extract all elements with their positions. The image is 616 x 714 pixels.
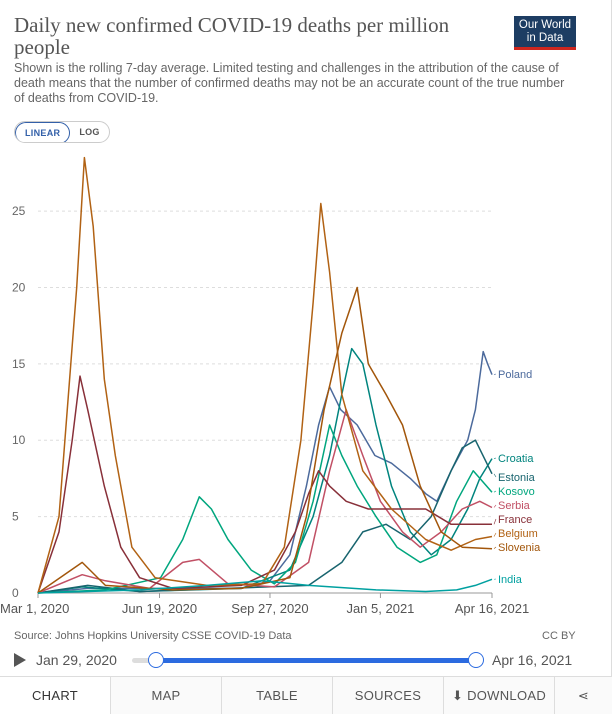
x-tick-label: Apr 16, 2021 — [455, 601, 529, 616]
legend-connector-kosovo — [493, 490, 497, 493]
legend-connector-france — [493, 518, 497, 525]
series-line-india — [37, 578, 493, 594]
linear-scale-button[interactable]: LINEAR — [15, 122, 71, 142]
tab-table[interactable]: TABLE — [221, 677, 332, 714]
license-link[interactable]: CC BY — [542, 630, 576, 642]
y-tick-label: 20 — [12, 280, 26, 294]
x-tick-label: Jan 5, 2021 — [346, 601, 414, 616]
tab-chart[interactable]: CHART — [0, 677, 110, 714]
tab-map[interactable]: MAP — [110, 677, 221, 714]
timeline-start-label: Jan 29, 2020 — [36, 652, 117, 668]
series-line-croatia — [37, 347, 493, 594]
series-line-slovenia — [37, 286, 493, 594]
share-button[interactable]: ⋖ — [554, 677, 612, 714]
legend-connector-serbia — [493, 504, 497, 508]
chart-subtitle: Shown is the rolling 7-day average. Limi… — [14, 61, 565, 105]
legend-connector-slovenia — [493, 546, 497, 549]
timeline-start-handle[interactable] — [148, 652, 164, 668]
legend-connector-belgium — [493, 532, 497, 537]
tab-sources[interactable]: SOURCES — [332, 677, 443, 714]
play-icon[interactable] — [14, 653, 26, 667]
timeline-range[interactable] — [156, 658, 476, 663]
series-line-serbia — [37, 408, 493, 594]
timeline: Jan 29, 2020 Apr 16, 2021 — [14, 650, 580, 672]
legend-label-estonia: Estonia — [498, 472, 536, 484]
legend-label-belgium: Belgium — [498, 528, 538, 540]
owid-logo[interactable]: Our World in Data — [514, 16, 576, 50]
y-tick-label: 10 — [12, 433, 26, 447]
source-note[interactable]: Source: Johns Hopkins University CSSE CO… — [14, 630, 292, 642]
logo-line-1: Our World — [518, 19, 572, 31]
download-icon: ⬇ — [451, 688, 468, 703]
line-chart: 0 5 10 15 20 25 Mar 1, 2020 Jun 19, 2020 Sep 27,… — [0, 156, 541, 616]
legend-label-slovenia: Slovenia — [498, 542, 541, 554]
log-scale-button[interactable]: LOG — [79, 127, 100, 137]
legend-connector-poland — [493, 373, 497, 375]
y-tick-label: 15 — [12, 357, 26, 371]
logo-line-2: in Data — [526, 32, 564, 44]
share-icon: ⋖ — [577, 688, 590, 703]
x-tick-label: Sep 27, 2020 — [231, 601, 308, 616]
download-label: DOWNLOAD — [467, 688, 547, 703]
series-line-estonia — [37, 439, 493, 594]
scale-toggle: LINEAR LOG — [14, 121, 110, 143]
y-tick-label: 0 — [12, 586, 19, 600]
legend-label-poland: Poland — [498, 369, 532, 381]
legend-label-serbia: Serbia — [498, 500, 531, 512]
timeline-end-handle[interactable] — [468, 652, 484, 668]
tab-download[interactable]: ⬇ DOWNLOAD — [443, 677, 554, 714]
y-tick-label: 25 — [12, 204, 26, 218]
x-tick-label: Mar 1, 2020 — [0, 601, 69, 616]
legend-connector-estonia — [493, 473, 497, 478]
legend-label-croatia: Croatia — [498, 453, 534, 465]
y-tick-label: 5 — [12, 510, 19, 524]
timeline-end-label: Apr 16, 2021 — [492, 652, 573, 668]
legend-label-india: India — [498, 574, 523, 586]
legend-connector-croatia — [493, 457, 497, 459]
chart-title: Daily new confirmed COVID-19 deaths per … — [14, 13, 450, 59]
tab-bar: CHART MAP TABLE SOURCES ⬇ DOWNLOAD ⋖ — [0, 676, 612, 714]
legend-label-france: France — [498, 514, 532, 526]
series-line-france — [37, 375, 492, 594]
legend-label-kosovo: Kosovo — [498, 486, 535, 498]
x-tick-label: Jun 19, 2020 — [122, 601, 197, 616]
series-line-belgium — [37, 156, 493, 594]
series-line-kosovo — [37, 424, 493, 594]
